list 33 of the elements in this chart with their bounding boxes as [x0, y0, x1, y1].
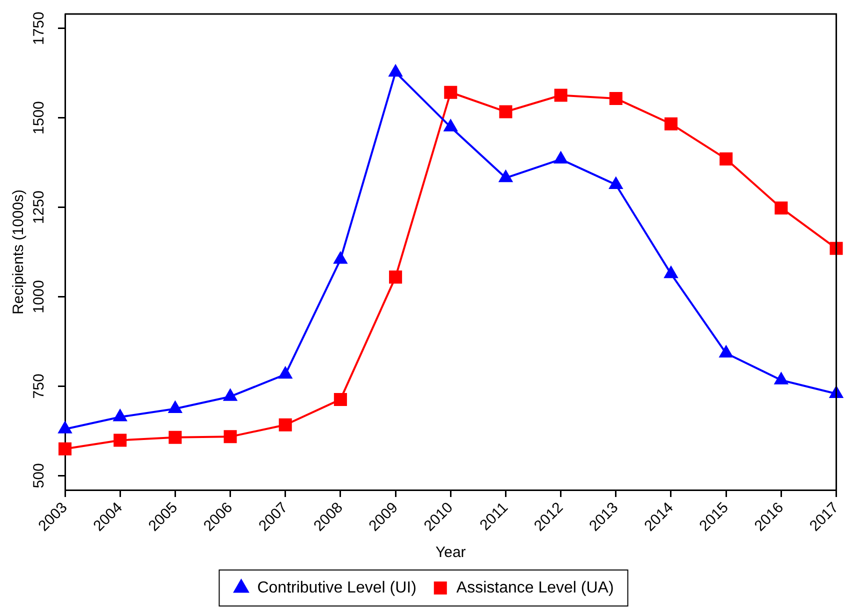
point [498, 170, 513, 182]
point [58, 421, 72, 434]
point [664, 117, 678, 130]
point [388, 64, 403, 77]
point [664, 266, 678, 278]
point [720, 152, 733, 166]
y-tick-label: 1000 [30, 280, 48, 314]
y-tick-label: 1250 [30, 190, 48, 224]
point [554, 151, 568, 164]
point [113, 408, 128, 422]
point [719, 345, 734, 358]
y-axis-title: Recipients (1000s) [10, 189, 28, 315]
point [554, 88, 568, 102]
point [444, 119, 458, 132]
point [499, 105, 512, 118]
y-tick-label: 750 [30, 374, 48, 399]
y-tick-label: 1500 [30, 101, 48, 134]
legend-label: Assistance Level (UA) [456, 579, 614, 596]
y-tick-label: 1750 [30, 12, 48, 46]
y-tick-label: 500 [30, 463, 48, 488]
point [389, 270, 402, 284]
point [223, 388, 238, 401]
x-axis-title: Year [435, 544, 466, 562]
point [168, 400, 182, 414]
point [444, 86, 458, 99]
point [333, 252, 348, 264]
legend-label: Contributive Level (UI) [257, 579, 416, 596]
point [609, 92, 622, 105]
point [608, 176, 623, 189]
point [774, 372, 788, 384]
point [334, 392, 347, 406]
point [774, 201, 788, 214]
point [278, 366, 292, 379]
